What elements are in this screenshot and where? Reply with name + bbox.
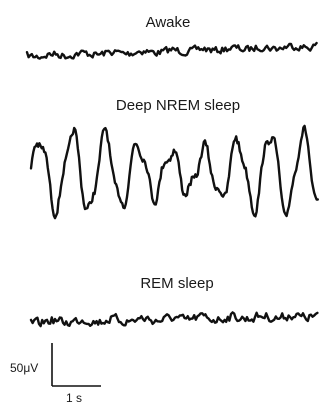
panel-label-awake: Awake	[146, 14, 191, 31]
panel-label-nrem: Deep NREM sleep	[116, 97, 240, 114]
eeg-trace-awake	[25, 41, 318, 60]
scale-voltage-label: 50μV	[10, 361, 38, 375]
scale-bar: 50μV 1 s	[10, 343, 101, 403]
eeg-trace-nrem	[29, 124, 319, 220]
eeg-trace-rem	[29, 311, 319, 328]
scale-time-label: 1 s	[66, 391, 82, 403]
panel-label-rem: REM sleep	[140, 275, 213, 292]
